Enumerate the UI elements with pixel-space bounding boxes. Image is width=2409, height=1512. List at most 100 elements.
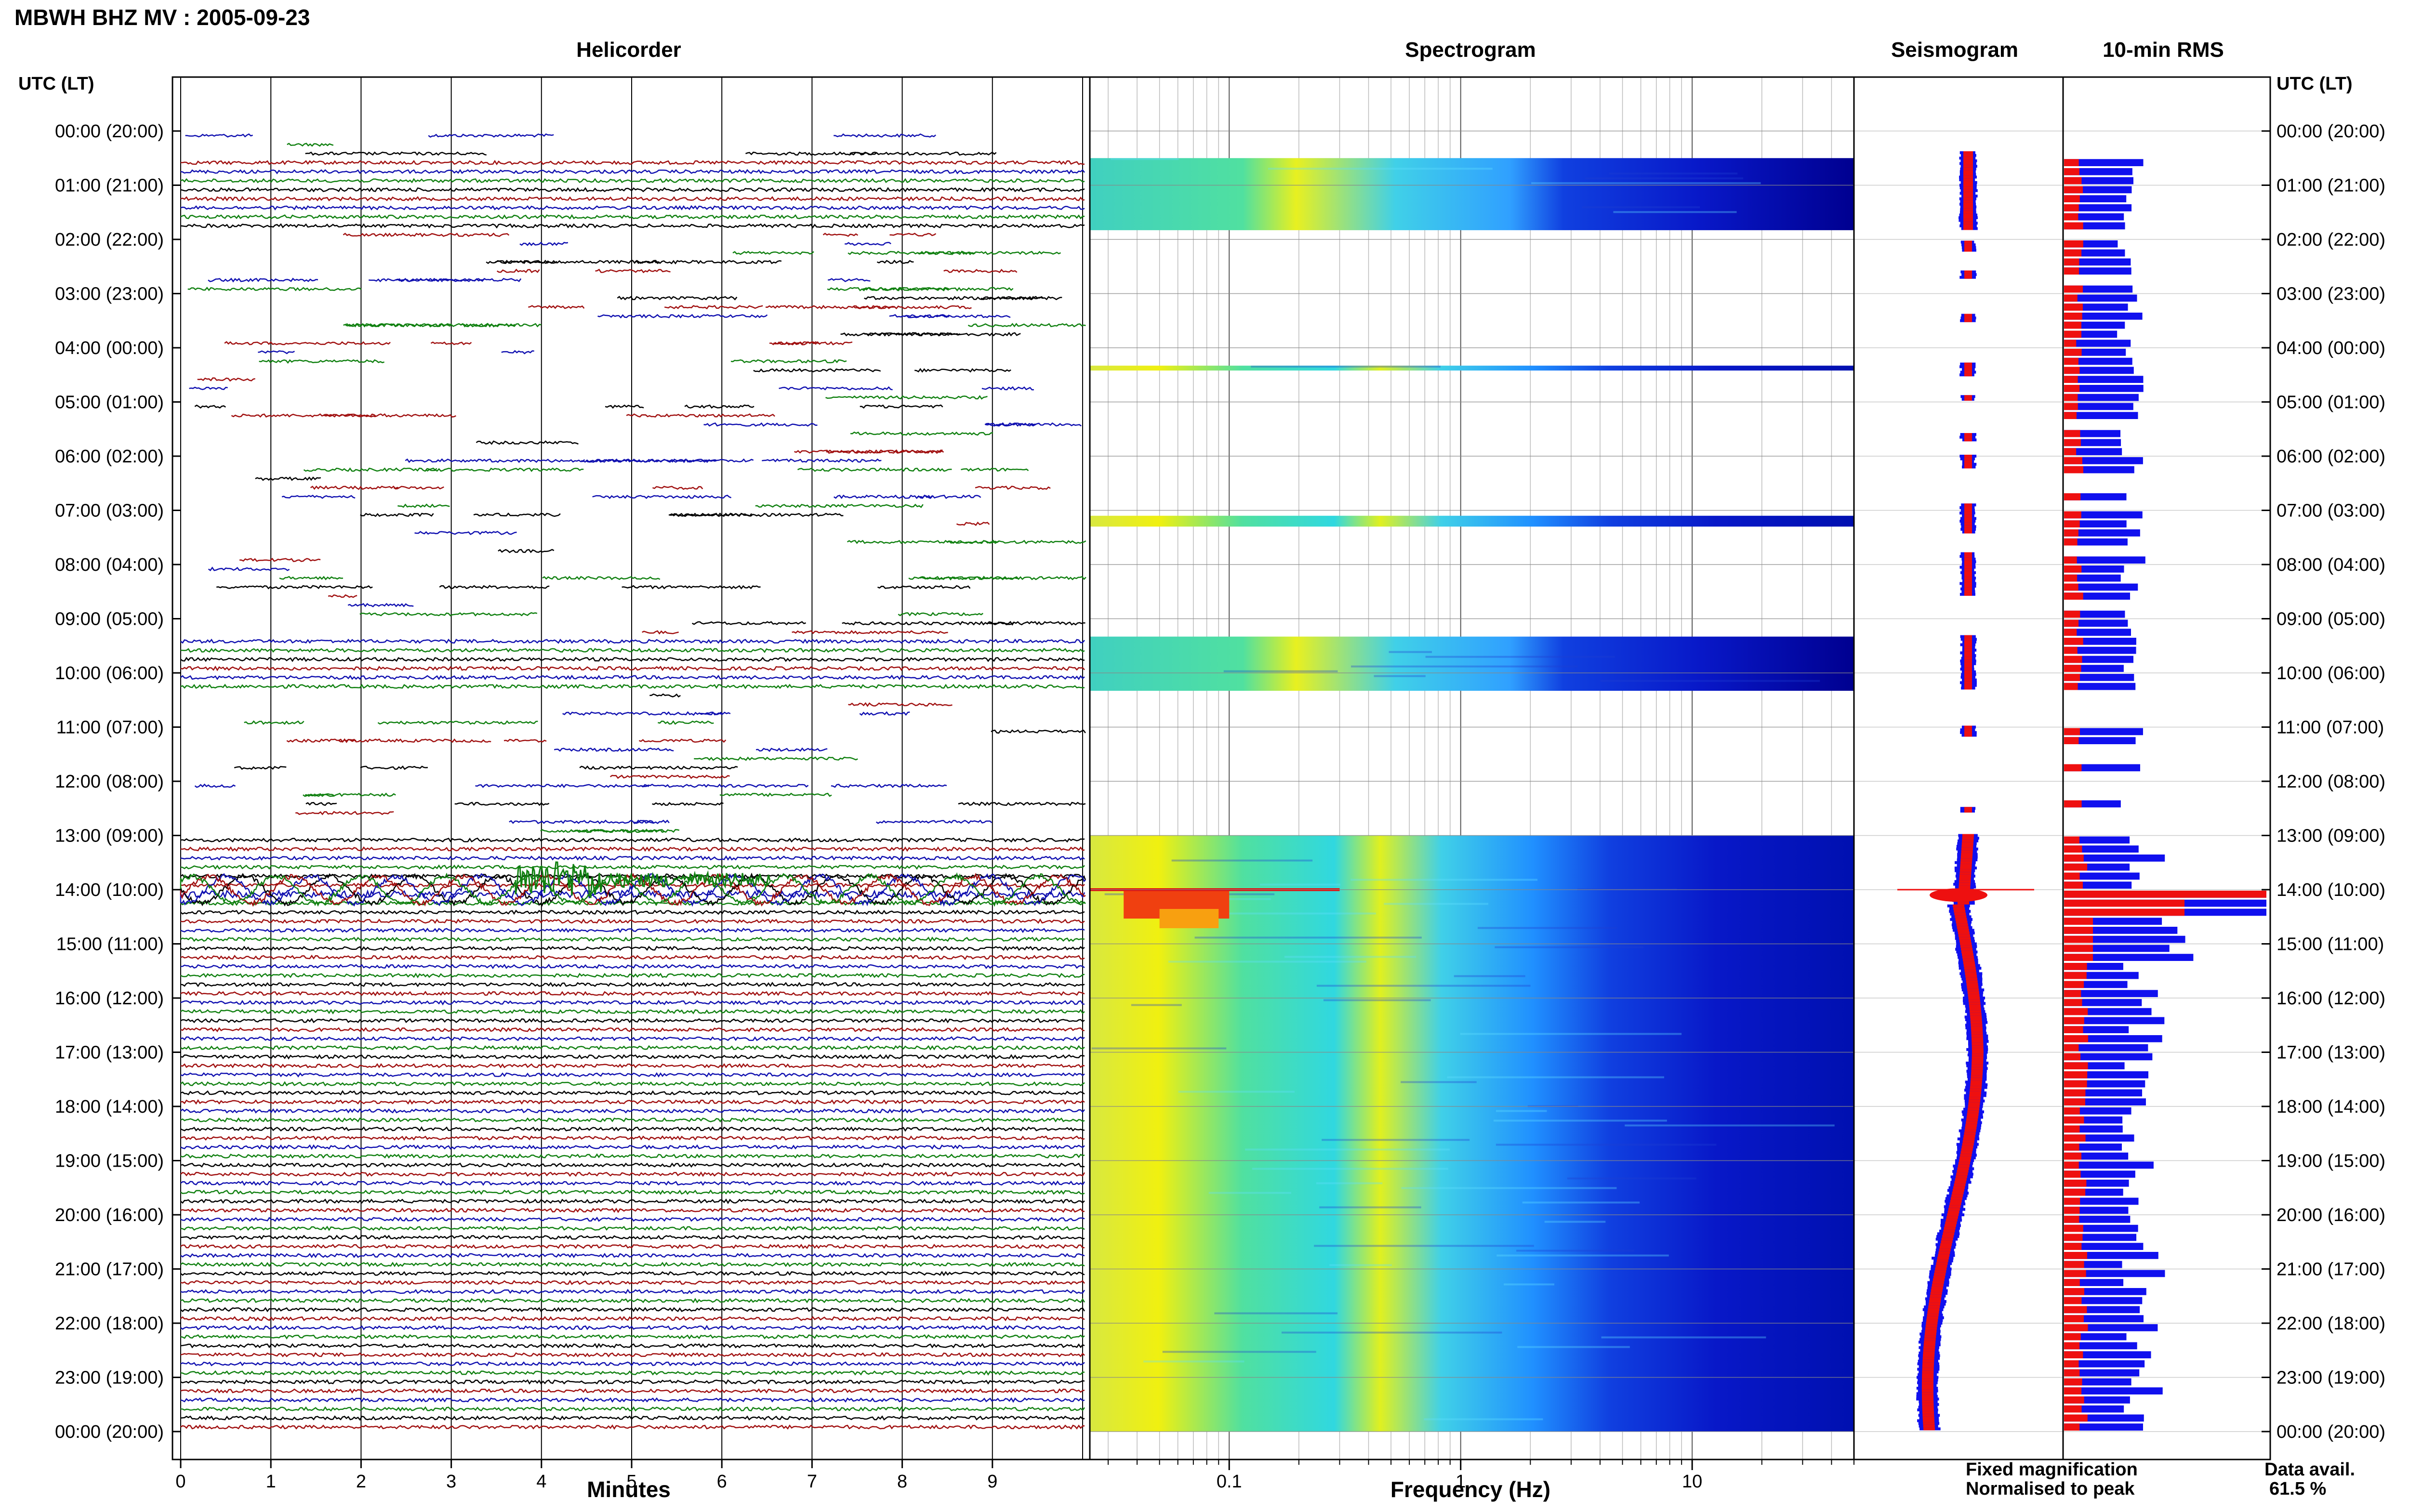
helicorder-segment xyxy=(439,585,550,590)
rms-bar-fixed xyxy=(2064,1243,2144,1250)
helicorder-trace xyxy=(180,665,1085,671)
helicorder-trace xyxy=(180,1271,1085,1276)
helicorder-segment xyxy=(862,287,1014,292)
rms-bar-normalised xyxy=(2064,1008,2088,1015)
helicorder-segment xyxy=(428,133,554,138)
helicorder-segment xyxy=(369,277,485,283)
spectrogram-streak xyxy=(1316,985,1531,987)
time-label-right: 20:00 (16:00) xyxy=(2277,1205,2385,1225)
helicorder-segment xyxy=(987,621,1085,626)
helicorder-trace xyxy=(180,1081,1085,1087)
helicorder-segment xyxy=(877,585,971,590)
time-label-right: 08:00 (04:00) xyxy=(2277,555,2385,575)
helicorder-trace xyxy=(180,918,1085,924)
rms-bar-normalised xyxy=(2064,872,2080,880)
helicorder-segment xyxy=(234,766,287,770)
time-label-right: 11:00 (07:00) xyxy=(2277,718,2384,738)
spectrogram-streak xyxy=(1504,1283,1555,1286)
rms-bar-normalised xyxy=(2064,466,2083,473)
time-label-right: 15:00 (11:00) xyxy=(2277,934,2384,955)
time-label-right: 17:00 (13:00) xyxy=(2277,1043,2385,1063)
helicorder-segment xyxy=(305,802,337,806)
rms-bar-normalised xyxy=(2064,439,2081,447)
spectrogram-x-tick-label: 10 xyxy=(1682,1472,1702,1492)
rms-bar-normalised xyxy=(2064,565,2082,573)
helicorder-trace xyxy=(180,1334,1085,1340)
helicorder-segment xyxy=(486,260,660,264)
spectrogram-streak xyxy=(1516,1249,1634,1252)
spectrogram-streak xyxy=(1245,1148,1450,1151)
spectrogram-streak xyxy=(1351,665,1578,668)
helicorder-trace xyxy=(180,909,1085,915)
helicorder-trace xyxy=(180,1244,1085,1249)
rms-bar-fixed xyxy=(2064,619,2128,627)
helicorder-trace xyxy=(180,927,1085,933)
helicorder-trace xyxy=(180,1288,1085,1294)
time-label-left: 15:00 (11:00) xyxy=(56,934,164,955)
plot-frames xyxy=(172,76,2271,1460)
spectrogram-streak xyxy=(1625,1124,1835,1127)
rms-bar-normalised xyxy=(2064,529,2078,537)
rms-bar-fixed xyxy=(2064,376,2144,383)
time-label-left: 00:00 (20:00) xyxy=(55,121,164,142)
rms-title: 10-min RMS xyxy=(2103,38,2224,62)
helicorder-segment xyxy=(765,304,895,310)
rms-bar-normalised xyxy=(2064,222,2083,230)
helicorder-segment xyxy=(664,305,763,310)
helicorder-trace xyxy=(180,982,1085,987)
rms-bar-fixed xyxy=(2064,1216,2131,1223)
helicorder-segment xyxy=(231,413,377,418)
rms-bar-fixed xyxy=(2064,340,2131,347)
helicorder-trace xyxy=(180,1117,1085,1123)
rms-bar-normalised xyxy=(2064,159,2079,166)
helicorder-segment xyxy=(310,485,400,490)
rms-bar-normalised xyxy=(2064,629,2077,636)
rms-bar-normalised xyxy=(2064,918,2093,925)
time-label-left: 10:00 (06:00) xyxy=(55,663,164,684)
rms-bar-normalised xyxy=(2064,972,2087,979)
helicorder-trace xyxy=(180,1171,1085,1177)
helicorder-segment xyxy=(286,738,357,743)
rms-bar-normalised xyxy=(2064,737,2079,744)
rms-bar-fixed xyxy=(2064,159,2144,166)
rms-bar-normalised xyxy=(2064,511,2081,519)
helicorder-trace xyxy=(180,1072,1085,1078)
rms-bar-normalised xyxy=(2064,349,2082,356)
helicorder-segment xyxy=(640,783,809,788)
helicorder-trace xyxy=(180,963,1085,970)
spectrogram-streak xyxy=(1162,1351,1316,1353)
rms-bar-normalised xyxy=(2064,357,2078,365)
rms-bar-fixed xyxy=(2064,954,2194,961)
spectrogram-x-tick-label: 1 xyxy=(1456,1472,1466,1492)
helicorder-segment xyxy=(652,486,703,490)
helicorder-x-tick-label: 6 xyxy=(717,1472,727,1492)
helicorder-segment xyxy=(703,422,818,427)
spectrogram-streak xyxy=(1322,1139,1470,1141)
rms-plot xyxy=(2063,131,2270,1432)
helicorder-segment xyxy=(542,576,661,580)
rms-bar-normalised xyxy=(2064,1387,2082,1394)
seismogram-plot xyxy=(1854,131,2063,1432)
helicorder-segment xyxy=(881,620,1015,626)
helicorder-segment xyxy=(592,495,732,500)
helicorder-segment xyxy=(187,287,362,291)
helicorder-x-tick-label: 7 xyxy=(807,1472,817,1492)
helicorder-segment xyxy=(414,530,517,535)
rms-bar-fixed xyxy=(2064,1297,2143,1304)
time-label-right: 06:00 (02:00) xyxy=(2277,447,2385,467)
helicorder-trace xyxy=(180,1144,1085,1150)
helicorder-segment xyxy=(224,341,391,345)
helicorder-trace xyxy=(180,1397,1085,1403)
rms-bar-fixed xyxy=(2064,683,2136,690)
helicorder-segment xyxy=(847,250,976,255)
helicorder-segment xyxy=(652,802,724,806)
helicorder-trace xyxy=(180,1207,1085,1213)
rms-bar-normalised xyxy=(2064,881,2083,889)
x-axes: 0 1 2 3 4 5 6 7 8 9 0.1 1 10 xyxy=(175,1459,1854,1492)
rms-bar-normalised xyxy=(2064,313,2082,320)
rms-bar-fixed xyxy=(2064,999,2142,1006)
helicorder-segment xyxy=(473,512,561,517)
helicorder-segment xyxy=(605,404,644,409)
helicorder-segment xyxy=(303,467,437,473)
helicorder-segment xyxy=(860,404,943,409)
